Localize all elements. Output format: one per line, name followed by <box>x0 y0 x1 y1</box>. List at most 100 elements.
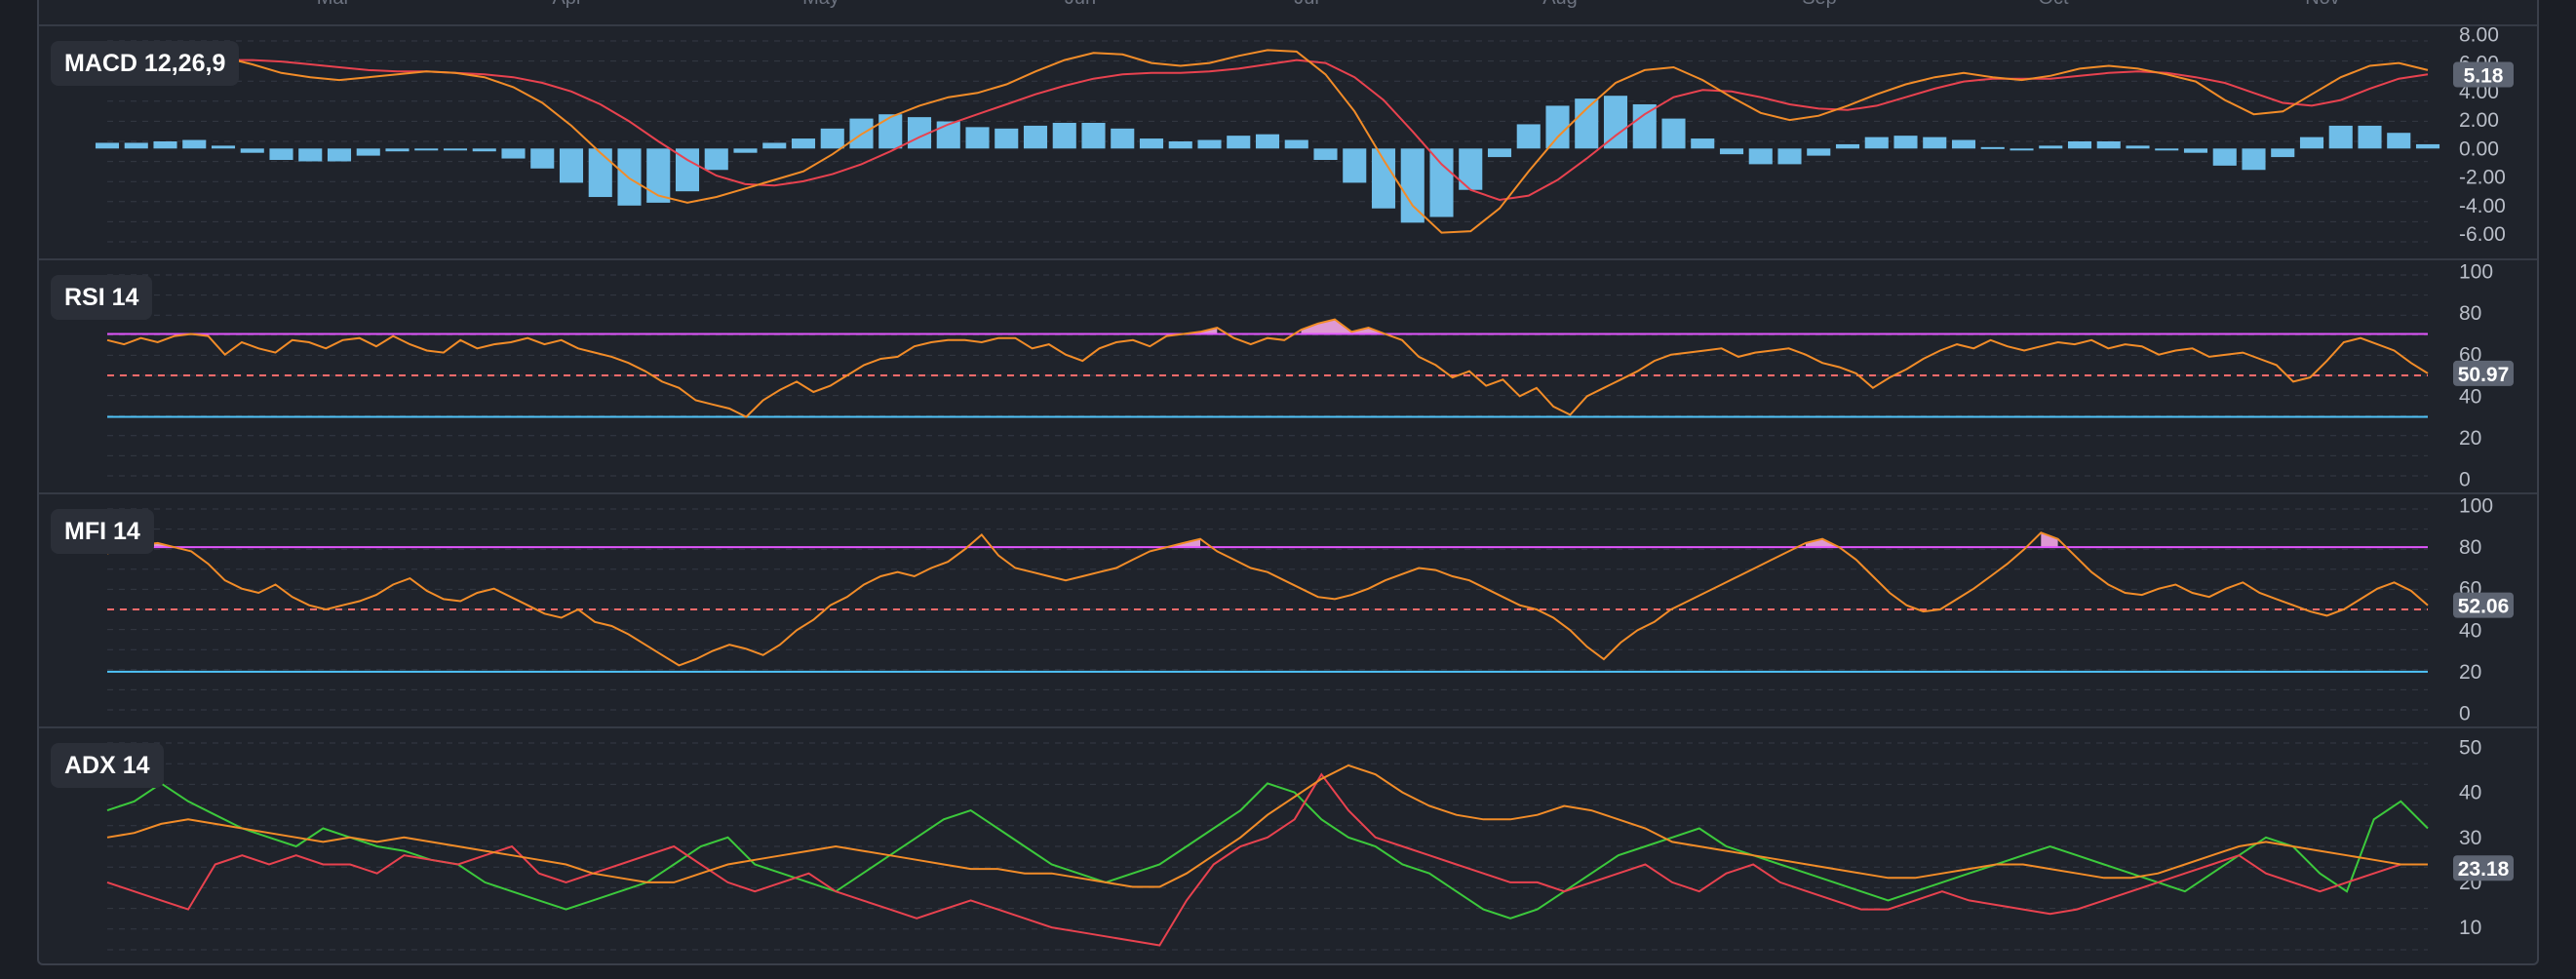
histogram-bar <box>1691 138 1715 149</box>
histogram-bar <box>762 142 787 149</box>
y-tick-label: 2.00 <box>2459 109 2499 132</box>
histogram-bar <box>1951 139 1976 149</box>
y-tick-label: 100 <box>2459 495 2493 518</box>
histogram-bar <box>1748 148 1773 165</box>
y-tick-label: -2.00 <box>2459 167 2506 189</box>
histogram-bar <box>443 148 468 151</box>
histogram-bar <box>2183 148 2208 153</box>
overbought-fill <box>2041 532 2058 548</box>
histogram-bar <box>559 148 584 183</box>
macd-panel-title: MACD 12,26,9 <box>51 41 240 86</box>
histogram-bar <box>2212 148 2237 166</box>
overbought-fill <box>1805 538 1840 548</box>
histogram-bar <box>1777 148 1802 165</box>
month-tick-label: Sep <box>1802 0 1837 9</box>
histogram-bar <box>2096 141 2121 149</box>
month-tick-label: May <box>802 0 839 9</box>
histogram-bar <box>1661 118 1686 149</box>
histogram-bar <box>1227 136 1251 149</box>
y-tick-label: 40 <box>2459 782 2481 804</box>
histogram-bar <box>2010 148 2034 151</box>
histogram-bar <box>965 127 990 149</box>
histogram-bar <box>153 141 177 149</box>
histogram-bar <box>588 148 612 198</box>
histogram-bar <box>2328 125 2353 149</box>
histogram-bar <box>1139 138 1164 149</box>
histogram-bar <box>1400 148 1425 223</box>
adx-line <box>106 764 2428 888</box>
histogram-bar <box>1603 96 1628 149</box>
histogram-bar <box>2039 145 2063 149</box>
histogram-bar <box>1429 148 1454 217</box>
histogram-bar <box>472 148 496 152</box>
histogram-bar <box>1168 141 1192 149</box>
rsi-panel-title: RSI 14 <box>51 275 153 320</box>
histogram-bar <box>414 148 439 151</box>
histogram-bar <box>733 148 758 153</box>
histogram-bar <box>1545 105 1570 149</box>
y-tick-label: 50 <box>2459 736 2481 759</box>
histogram-bar <box>1487 148 1512 158</box>
histogram-bar <box>1980 146 2005 149</box>
histogram-bar <box>2067 141 2092 149</box>
y-tick-label: 80 <box>2459 302 2481 325</box>
histogram-bar <box>95 142 120 149</box>
histogram-bar <box>2299 137 2324 149</box>
histogram-bar <box>211 145 236 149</box>
histogram-bar <box>2358 125 2382 149</box>
histogram-bar <box>1719 148 1744 155</box>
histogram-bar <box>1923 137 1947 149</box>
y-tick-label: 20 <box>2459 427 2481 450</box>
histogram-bar <box>327 148 352 162</box>
histogram-bar <box>124 142 148 149</box>
histogram-bar <box>1255 134 1280 149</box>
histogram-bar <box>1052 122 1076 149</box>
histogram-bar <box>356 148 380 156</box>
y-tick-label: 40 <box>2459 385 2481 408</box>
month-tick-label: Mar <box>317 0 351 9</box>
histogram-bar <box>1893 136 1918 149</box>
histogram-bar <box>1807 148 1831 156</box>
histogram-bar <box>298 148 323 162</box>
month-tick-label: Apr <box>552 0 582 9</box>
histogram-bar <box>704 148 728 171</box>
histogram-bar <box>1516 124 1541 149</box>
histogram-bar <box>1023 125 1048 149</box>
mfi-line <box>106 531 2429 667</box>
last-value-badge <box>2453 592 2514 618</box>
histogram-bar <box>646 148 671 203</box>
signal-line <box>106 59 2429 202</box>
histogram-bar <box>2271 148 2295 158</box>
plus-di-line <box>106 782 2429 920</box>
overbought-fill <box>1183 328 1218 334</box>
adx-panel-title: ADX 14 <box>51 743 164 788</box>
last-value-label: 5.18 <box>2464 65 2504 88</box>
y-tick-label: 0 <box>2459 468 2471 490</box>
macd-line <box>106 49 2429 234</box>
histogram-bar <box>1343 148 1367 183</box>
histogram-bar <box>182 139 207 149</box>
histogram-bar <box>878 114 903 149</box>
histogram-bar <box>2415 143 2440 149</box>
histogram-bar <box>1575 98 1599 149</box>
month-tick-label: Jun <box>1065 0 1096 9</box>
month-tick-label: Nov <box>2305 0 2340 9</box>
month-tick-label: Jul <box>1294 0 1319 9</box>
histogram-bar <box>530 148 555 169</box>
y-tick-label: 100 <box>2459 261 2493 284</box>
histogram-bar <box>1313 148 1338 161</box>
histogram-bar <box>995 128 1019 149</box>
y-tick-label: -4.00 <box>2459 195 2506 217</box>
minus-di-line <box>106 772 2428 947</box>
last-value-badge <box>2453 61 2514 88</box>
y-tick-label: 10 <box>2459 917 2481 939</box>
histogram-bar <box>1632 103 1657 149</box>
histogram-bar <box>1835 143 1860 149</box>
y-tick-label: -6.00 <box>2459 223 2506 246</box>
month-tick-label: Aug <box>1542 0 1578 9</box>
y-tick-label: 0.00 <box>2459 137 2499 160</box>
histogram-bar <box>2242 148 2266 171</box>
y-tick-label: 40 <box>2459 619 2481 642</box>
last-value-label: 23.18 <box>2458 858 2510 881</box>
